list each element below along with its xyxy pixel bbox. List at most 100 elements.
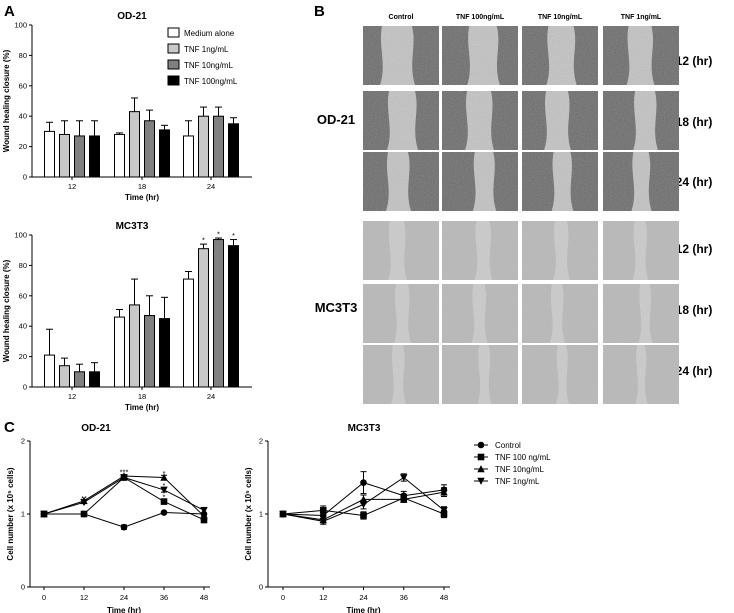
micrograph-image <box>442 284 518 343</box>
data-point <box>160 473 168 481</box>
significance-label: ** <box>81 494 87 503</box>
micrograph-texture <box>442 26 518 85</box>
data-point <box>360 479 367 486</box>
micrograph-time-label: 12 (hr) <box>676 242 713 256</box>
x-axis-label: Time (hr) <box>125 193 159 202</box>
data-point <box>160 486 168 494</box>
chart-title: MC3T3 <box>116 221 149 232</box>
micrograph-image <box>363 152 439 211</box>
legend-marker <box>477 453 485 461</box>
chart-title: OD-21 <box>81 423 111 434</box>
x-tick-label: 12 <box>319 593 327 602</box>
bar <box>59 133 70 178</box>
micrograph-texture <box>522 284 598 343</box>
micrograph-image <box>603 152 679 211</box>
bar <box>89 371 100 388</box>
legend-swatch <box>167 75 180 86</box>
micrograph-column-label: TNF 10ng/mL <box>538 14 583 21</box>
micrograph-image <box>522 91 598 150</box>
micrograph-texture <box>363 26 439 85</box>
bar <box>159 318 170 388</box>
legend-swatch <box>167 59 180 70</box>
y-tick-label: 40 <box>19 112 27 121</box>
significance-label: *** <box>120 468 129 477</box>
micrograph-texture <box>363 91 439 150</box>
x-tick-label: 24 <box>359 593 367 602</box>
x-tick-label: 24 <box>120 593 128 602</box>
y-axis-label: Wound healing closure (%) <box>2 49 11 152</box>
panel-label-c: C <box>4 419 15 436</box>
micrograph-texture <box>603 345 679 404</box>
micrograph-texture <box>442 91 518 150</box>
x-axis-label: Time (hr) <box>125 403 159 412</box>
x-tick-label: 48 <box>440 593 448 602</box>
micrograph-image <box>603 91 679 150</box>
bar <box>198 115 209 178</box>
bar <box>144 315 155 388</box>
legend-swatch <box>167 43 180 54</box>
bar <box>129 111 140 178</box>
x-tick-label: 0 <box>42 593 46 602</box>
legend-label: TNF 1ng/mL <box>495 477 540 486</box>
micrograph-time-label: 24 (hr) <box>676 175 713 189</box>
bar <box>44 354 55 388</box>
micrograph-texture <box>522 221 598 280</box>
micrograph-time-label: 12 (hr) <box>676 54 713 68</box>
y-axis-label: Cell number (x 10⁵ cells) <box>6 467 15 560</box>
chart-title: OD-21 <box>117 11 147 22</box>
x-tick-label: 12 <box>68 392 76 401</box>
micrograph-image <box>363 221 439 280</box>
legend-marker <box>477 465 485 473</box>
micrograph-image <box>603 26 679 85</box>
y-axis-label: Wound healing closure (%) <box>2 259 11 362</box>
micrograph-time-label: 18 (hr) <box>676 303 713 317</box>
bar <box>114 133 125 178</box>
micrograph-image <box>522 345 598 404</box>
micrograph-image <box>522 152 598 211</box>
data-point <box>200 516 208 524</box>
chart-mc3t3-wound-healing: MC3T3 0 20 40 60 80 100 Wound healing closure (… <box>2 221 252 412</box>
panel-label-b: B <box>314 3 325 20</box>
bar <box>198 248 209 388</box>
x-tick-label: 12 <box>68 182 76 191</box>
data-point <box>80 510 88 518</box>
bar <box>129 304 140 388</box>
legend-marker <box>477 477 485 485</box>
legend-label: Control <box>495 441 521 450</box>
data-point <box>279 510 287 518</box>
micrograph-column-label: Control <box>389 14 414 21</box>
legend-label: TNF 10ng/mL <box>184 61 233 70</box>
significance-label: * <box>232 231 235 240</box>
bar <box>59 365 70 388</box>
micrograph-column-label: TNF 100ng/mL <box>456 14 505 21</box>
micrograph-image <box>442 221 518 280</box>
significance-label: * <box>163 469 166 478</box>
micrograph-texture <box>603 26 679 85</box>
y-tick-label: 60 <box>19 81 27 90</box>
micrograph-image <box>522 221 598 280</box>
y-tick-label: 2 <box>259 437 263 446</box>
significance-label: * <box>163 492 166 501</box>
x-tick-label: 36 <box>160 593 168 602</box>
x-tick-label: 18 <box>138 392 146 401</box>
y-tick-label: 40 <box>19 322 27 331</box>
data-point <box>120 523 128 531</box>
micrograph-texture <box>363 284 439 343</box>
micrograph-group-label: OD-21 <box>317 112 355 127</box>
chart-title: MC3T3 <box>348 423 381 434</box>
data-point <box>120 474 128 482</box>
data-point <box>200 512 208 520</box>
legend-label: TNF 1ng/mL <box>184 45 229 54</box>
x-tick-label: 36 <box>400 593 408 602</box>
y-tick-label: 20 <box>19 142 27 151</box>
bar <box>144 120 155 178</box>
y-axis-label: Cell number (x 10⁵ cells) <box>244 467 253 560</box>
x-tick-label: 12 <box>80 593 88 602</box>
micrograph-texture <box>522 345 598 404</box>
data-point <box>440 507 448 515</box>
bar <box>228 245 239 388</box>
y-tick-label: 0 <box>259 583 263 592</box>
y-tick-label: 100 <box>14 21 27 30</box>
